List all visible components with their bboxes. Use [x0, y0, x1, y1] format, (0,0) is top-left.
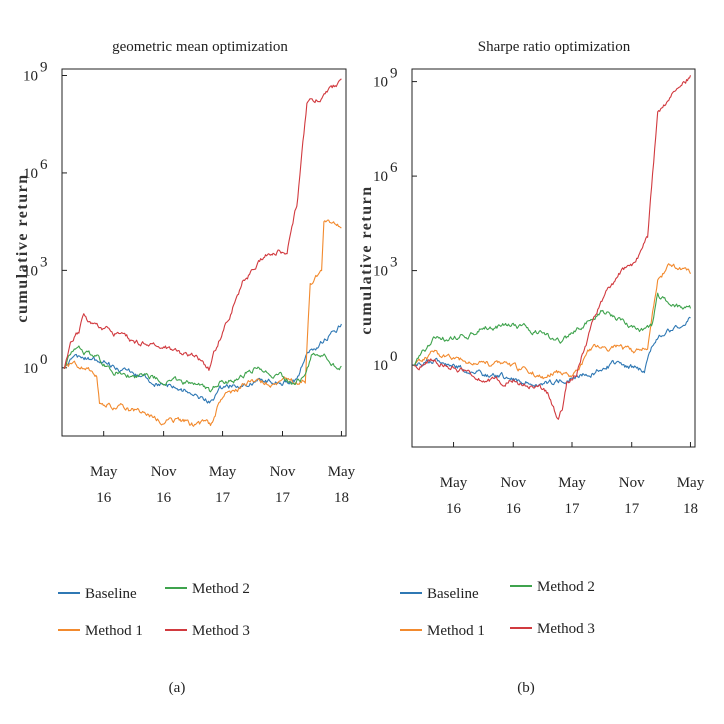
- x-ticks: May 16 Nov 16 May 17 Nov 17 May 18: [90, 431, 356, 506]
- y-tick-label: 10: [23, 361, 38, 377]
- x-tick-label-year: 18: [334, 490, 349, 506]
- x-tick-label-year: 16: [96, 490, 112, 506]
- chart-geometric-mean: geometric mean optimization cumulative r…: [14, 39, 356, 696]
- legend-item-method-3: Method 3: [165, 623, 250, 639]
- y-tick-label: 10: [373, 169, 388, 185]
- series-line-baseline: [63, 323, 342, 404]
- y-tick-exponent: 6: [40, 157, 48, 173]
- plot-frame: [411, 68, 696, 448]
- series-lines: [413, 75, 692, 420]
- legend-label: Method 1: [427, 623, 485, 639]
- legend-label: Baseline: [85, 586, 137, 602]
- plot-frame: [61, 68, 347, 437]
- legend: Baseline Method 2 Method 1 Method 3: [400, 579, 595, 639]
- legend-label: Method 2: [192, 581, 250, 597]
- x-tick-label-month: May: [90, 464, 118, 480]
- series-line-method-1: [413, 263, 691, 380]
- chart-sharpe-ratio: Sharpe ratio optimization cumulative ret…: [358, 39, 705, 696]
- legend-item-method-2: Method 2: [165, 581, 250, 597]
- caption: (b): [517, 680, 535, 696]
- x-tick-label-month: Nov: [270, 464, 296, 480]
- x-tick-label-year: 16: [446, 501, 462, 517]
- caption: (a): [169, 680, 186, 696]
- y-tick-exponent: 3: [40, 254, 48, 270]
- legend-label: Baseline: [427, 586, 479, 602]
- x-tick-label-month: May: [209, 464, 237, 480]
- series-line-method-2: [413, 292, 692, 367]
- x-tick-label-year: 17: [624, 501, 640, 517]
- x-tick-label-month: May: [328, 464, 356, 480]
- y-tick-label: 10: [373, 264, 388, 280]
- legend-label: Method 3: [537, 621, 595, 637]
- series-line-method-3: [63, 78, 342, 371]
- x-ticks: May 16 Nov 16 May 17 Nov 17 May 18: [440, 442, 705, 517]
- series-line-baseline: [413, 316, 691, 388]
- legend-label: Method 2: [537, 579, 595, 595]
- y-axis-label: cumulative return: [358, 185, 375, 334]
- x-tick-label-month: Nov: [500, 475, 526, 491]
- y-tick-label: 10: [373, 75, 388, 91]
- legend-item-method-2: Method 2: [510, 579, 595, 595]
- y-tick-exponent: 6: [390, 160, 398, 176]
- x-tick-label-year: 17: [275, 490, 291, 506]
- chart-title: Sharpe ratio optimization: [478, 39, 631, 55]
- series-line-method-1: [63, 219, 342, 427]
- y-tick-exponent: 0: [40, 352, 48, 368]
- y-tick-exponent: 0: [390, 349, 398, 365]
- y-tick-label: 10: [23, 263, 38, 279]
- chart-title: geometric mean optimization: [112, 39, 288, 55]
- legend-label: Method 3: [192, 623, 250, 639]
- legend-item-method-3: Method 3: [510, 621, 595, 637]
- legend-label: Method 1: [85, 623, 143, 639]
- x-tick-label-year: 16: [156, 490, 172, 506]
- y-axis-label: cumulative return: [14, 173, 31, 322]
- legend-item-method-1: Method 1: [400, 623, 485, 639]
- y-tick-label: 10: [373, 358, 388, 374]
- legend-item-method-1: Method 1: [58, 623, 143, 639]
- series-line-method-2: [63, 345, 342, 393]
- y-tick-label: 10: [23, 166, 38, 182]
- x-tick-label-month: Nov: [151, 464, 177, 480]
- legend-item-baseline: Baseline: [58, 586, 137, 602]
- series-lines: [63, 78, 342, 427]
- x-tick-label-year: 16: [506, 501, 522, 517]
- x-tick-label-month: May: [558, 475, 586, 491]
- y-tick-exponent: 3: [390, 255, 398, 271]
- x-tick-label-year: 17: [564, 501, 580, 517]
- x-tick-label-month: May: [677, 475, 705, 491]
- y-tick-exponent: 9: [390, 66, 398, 82]
- x-tick-label-month: Nov: [619, 475, 645, 491]
- y-tick-label: 10: [23, 68, 38, 84]
- y-tick-exponent: 9: [40, 59, 48, 75]
- legend: Baseline Method 2 Method 1 Method 3: [58, 581, 250, 639]
- x-tick-label-year: 17: [215, 490, 231, 506]
- legend-item-baseline: Baseline: [400, 586, 479, 602]
- series-line-method-3: [413, 75, 692, 420]
- x-tick-label-month: May: [440, 475, 468, 491]
- x-tick-label-year: 18: [683, 501, 698, 517]
